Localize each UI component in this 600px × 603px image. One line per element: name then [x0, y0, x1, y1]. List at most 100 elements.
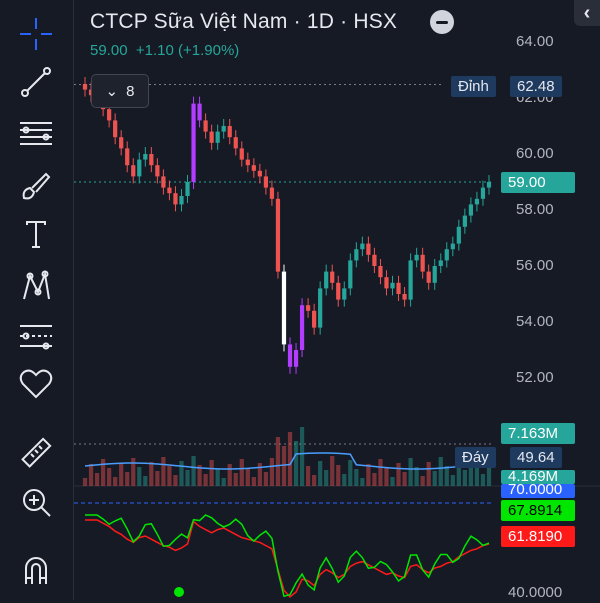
candle-body [113, 120, 118, 138]
candle-body [456, 226, 461, 244]
volume-bar [305, 466, 311, 486]
volume-bar [275, 437, 281, 486]
volume-bar [245, 468, 250, 486]
volume-bar [456, 461, 461, 486]
volume-bar [191, 456, 196, 486]
candle-body [462, 215, 467, 227]
candle-body [239, 148, 244, 160]
volume-bar [390, 477, 395, 486]
volume-bar [263, 472, 269, 486]
magnet-icon[interactable] [16, 550, 56, 590]
volume-bar [221, 478, 226, 486]
volume-bar [203, 474, 208, 486]
candle-body [227, 126, 232, 138]
volume-bar [137, 467, 142, 486]
ruler-icon[interactable] [16, 433, 56, 473]
rsi-line [85, 514, 490, 598]
collapse-legend-button[interactable] [430, 10, 454, 34]
volume-bar [444, 466, 449, 486]
candle-body [119, 137, 124, 149]
rsi-signal-line [85, 519, 490, 598]
volume-bar [486, 460, 492, 486]
volume-bar [173, 475, 178, 486]
candle-body [257, 170, 262, 177]
volume-bar [414, 467, 419, 486]
text-icon[interactable] [16, 214, 56, 254]
volume-bar [378, 459, 383, 486]
volume-ma-line [84, 452, 490, 470]
fib-levels-icon[interactable] [16, 113, 56, 153]
candle-body [137, 159, 142, 177]
candle-body [444, 249, 449, 261]
volume-bar [131, 458, 136, 486]
chart-area[interactable]: CTCP Sữa Việt Nam · 1D · HSX 59.00 +1.10… [74, 0, 600, 603]
drawing-toolbar [0, 0, 74, 600]
candle-body [378, 266, 383, 278]
forecast-icon[interactable] [16, 316, 56, 356]
last-price: 59.00 [90, 42, 128, 59]
candle-body [263, 176, 269, 188]
volume-bar [233, 473, 238, 486]
trend-line-icon[interactable] [16, 62, 56, 102]
candle-body [155, 165, 160, 177]
volume-bar [468, 456, 474, 486]
candle-body [336, 282, 341, 300]
zoom-in-icon[interactable] [16, 482, 56, 522]
candle-body [107, 109, 112, 121]
candle-body [384, 277, 389, 289]
volume-bar [209, 460, 214, 486]
symbol-title: CTCP Sữa Việt Nam · 1D · HSX [90, 10, 398, 33]
brush-icon[interactable] [16, 166, 56, 206]
price-axis-label: 56.00 [516, 257, 554, 274]
price-axis-label: 60.00 [516, 145, 554, 162]
minus-icon [436, 20, 448, 24]
volume-bar [474, 465, 480, 486]
candle-body [354, 249, 359, 261]
indicators-toggle-button[interactable]: ⌄ 8 [91, 74, 149, 108]
candle-body [125, 148, 130, 166]
rsi-upper-band-tag: 70.0000 [501, 484, 575, 498]
candle-body [426, 271, 431, 283]
pattern-icon[interactable] [16, 266, 56, 306]
volume-bar [107, 468, 112, 486]
candle-body [191, 103, 196, 182]
favorites-heart-icon[interactable] [16, 364, 56, 404]
volume-bar [88, 464, 94, 486]
volume-bar [402, 472, 407, 486]
volume-bar [324, 470, 329, 486]
volume-bar [287, 432, 293, 486]
candle-body [131, 165, 136, 177]
candle-body [167, 187, 172, 194]
candle-body [372, 254, 377, 266]
volume-bar [125, 472, 130, 486]
rsi-signal-tag: 61.8190 [501, 526, 575, 547]
volume-bar [100, 459, 106, 486]
candle-body [143, 154, 148, 160]
candle-body [251, 165, 256, 171]
candle-body [269, 187, 275, 199]
volume-bar [215, 469, 220, 486]
volume-bar [293, 441, 299, 486]
volume-bar [426, 462, 431, 486]
volume-bar [318, 461, 323, 486]
rsi-marker [174, 587, 184, 597]
volume-bar [342, 474, 347, 486]
volume-bar [462, 470, 467, 486]
volume-bar [149, 462, 154, 486]
price-chart[interactable] [74, 0, 600, 600]
candle-body [366, 243, 371, 255]
volume-bar [420, 476, 425, 486]
chevron-left-icon[interactable]: ‹ [574, 0, 600, 26]
price-axis-label: 54.00 [516, 313, 554, 330]
volume-bar [179, 461, 184, 486]
volume-bar [269, 458, 275, 486]
candle-body [420, 254, 425, 272]
price-axis-label: 58.00 [516, 201, 554, 218]
crosshair-icon[interactable] [16, 14, 56, 54]
volume-bar [438, 457, 443, 486]
candle-body [275, 198, 281, 272]
candle-body [173, 193, 178, 205]
candle-body [318, 288, 323, 328]
volume-bar [185, 470, 190, 486]
candle-body [396, 282, 401, 294]
